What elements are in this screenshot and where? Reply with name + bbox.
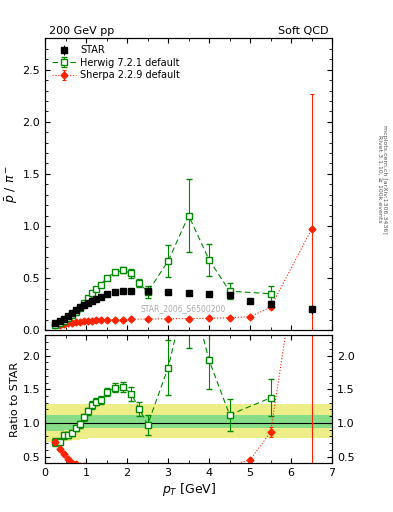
Text: Rivet 3.1.10, ≥ 100k events: Rivet 3.1.10, ≥ 100k events: [377, 135, 382, 223]
Y-axis label: $\bar{p}$ / $\pi^-$: $\bar{p}$ / $\pi^-$: [3, 165, 20, 203]
Legend: STAR, Herwig 7.2.1 default, Sherpa 2.2.9 default: STAR, Herwig 7.2.1 default, Sherpa 2.2.9…: [50, 43, 182, 82]
X-axis label: $p_T$ [GeV]: $p_T$ [GeV]: [162, 481, 216, 498]
Text: 200 GeV pp: 200 GeV pp: [49, 26, 114, 36]
Text: Soft QCD: Soft QCD: [278, 26, 328, 36]
Text: STAR_2006_S6500200: STAR_2006_S6500200: [140, 304, 226, 313]
Y-axis label: Ratio to STAR: Ratio to STAR: [10, 362, 20, 437]
Text: mcplots.cern.ch [arXiv:1306.3436]: mcplots.cern.ch [arXiv:1306.3436]: [382, 125, 387, 233]
